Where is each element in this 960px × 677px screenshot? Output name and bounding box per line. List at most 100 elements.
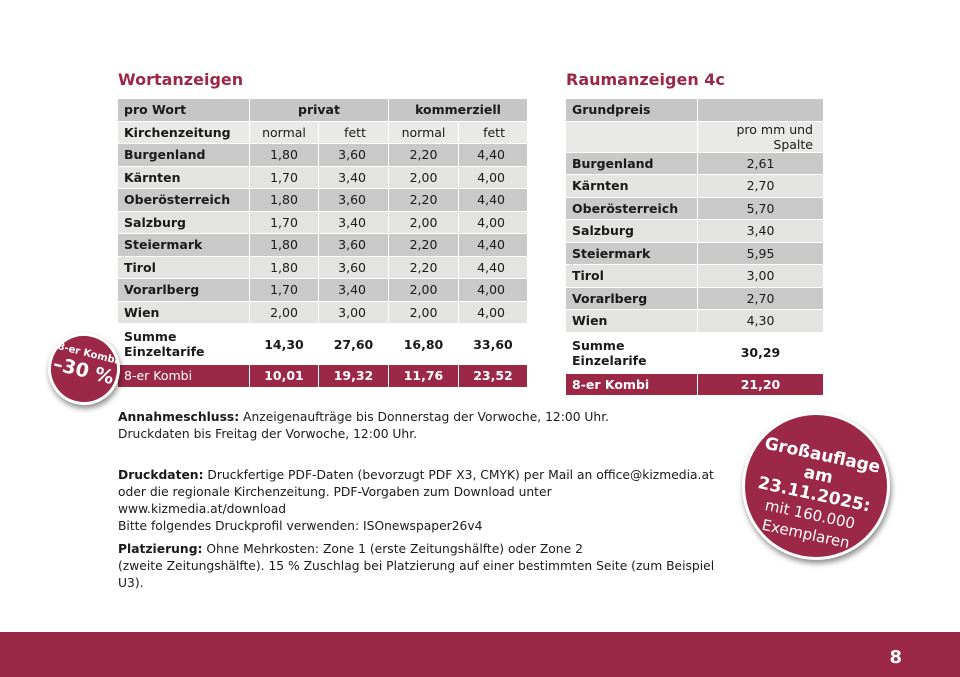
table-row: Kärnten 1,70 3,40 2,00 4,00 bbox=[118, 166, 527, 188]
table-row: Burgenland 1,80 3,60 2,20 4,40 bbox=[118, 144, 527, 166]
druckdaten-paragraph: Druckdaten: Druckfertige PDF-Daten (bevo… bbox=[118, 468, 714, 533]
table-cell: 4,00 bbox=[459, 166, 527, 188]
table-cell: 3,40 bbox=[319, 166, 388, 188]
table-cell: 3,00 bbox=[319, 301, 388, 323]
table-row: Steiermark 5,95 bbox=[566, 242, 823, 264]
table-row: Wien 4,30 bbox=[566, 310, 823, 332]
table-row: Salzburg 1,70 3,40 2,00 4,00 bbox=[118, 211, 527, 233]
table-row: Vorarlberg 2,70 bbox=[566, 287, 823, 309]
table-cell: 4,00 bbox=[459, 301, 527, 323]
subheader-cell bbox=[566, 121, 697, 152]
table-cell: Vorarlberg bbox=[566, 287, 697, 309]
table-cell: 2,20 bbox=[389, 234, 458, 256]
table-cell: 2,00 bbox=[389, 279, 458, 301]
kombi-cell: 19,32 bbox=[319, 365, 388, 387]
table-row: Burgenland 2,61 bbox=[566, 152, 823, 174]
table-cell: 3,40 bbox=[698, 220, 823, 242]
table-cell: 2,00 bbox=[389, 166, 458, 188]
table-row: Oberösterreich 5,70 bbox=[566, 197, 823, 219]
table-cell: Salzburg bbox=[118, 211, 249, 233]
raumanzeigen-title: Raumanzeigen 4c bbox=[566, 70, 725, 89]
sum-cell: 30,29 bbox=[698, 332, 823, 373]
wortanzeigen-table: pro Wort privat kommerziell Kirchenzeitu… bbox=[117, 98, 528, 388]
table-cell: 4,00 bbox=[459, 279, 527, 301]
table-cell: 4,00 bbox=[459, 211, 527, 233]
header-cell: privat bbox=[250, 99, 388, 121]
table-cell: 2,20 bbox=[389, 144, 458, 166]
table-cell: Wien bbox=[118, 301, 249, 323]
table-cell: 3,60 bbox=[319, 234, 388, 256]
subheader-cell: Kirchenzeitung bbox=[118, 121, 249, 143]
table-cell: 5,95 bbox=[698, 242, 823, 264]
table-cell: 3,60 bbox=[319, 144, 388, 166]
subheader-cell: pro mm und Spalte bbox=[698, 121, 823, 152]
table-cell: 1,70 bbox=[250, 211, 318, 233]
table-subheader-row: Kirchenzeitung normal fett normal fett bbox=[118, 121, 527, 143]
kombi-row: 8-er Kombi 21,20 bbox=[566, 373, 823, 395]
table-cell: 4,40 bbox=[459, 144, 527, 166]
header-cell: pro Wort bbox=[118, 99, 249, 121]
table-cell: Wien bbox=[566, 310, 697, 332]
table-cell: 2,00 bbox=[389, 211, 458, 233]
sum-cell: 16,80 bbox=[389, 324, 458, 364]
platzierung-paragraph: Platzierung: Ohne Mehrkosten: Zone 1 (er… bbox=[118, 542, 715, 590]
table-row: Steiermark 1,80 3,60 2,20 4,40 bbox=[118, 234, 527, 256]
sum-row: Summe Einzeltarife 14,30 27,60 16,80 33,6… bbox=[118, 324, 527, 364]
sum-row: Summe Einzelarife 30,29 bbox=[566, 332, 823, 373]
table-cell: Oberösterreich bbox=[566, 197, 697, 219]
table-cell: Burgenland bbox=[118, 144, 249, 166]
table-cell: 2,20 bbox=[389, 189, 458, 211]
sum-cell: 33,60 bbox=[459, 324, 527, 364]
table-cell: 3,40 bbox=[319, 279, 388, 301]
kombi-discount-badge: 8-er Kombi –30 % bbox=[40, 325, 128, 413]
table-row: Vorarlberg 1,70 3,40 2,00 4,00 bbox=[118, 279, 527, 301]
table-cell: Steiermark bbox=[566, 242, 697, 264]
subheader-cell: fett bbox=[319, 121, 388, 143]
kombi-cell: 11,76 bbox=[389, 365, 458, 387]
sum-label: Summe Einzelarife bbox=[566, 332, 697, 373]
wortanzeigen-title: Wortanzeigen bbox=[118, 70, 244, 89]
table-cell: 4,30 bbox=[698, 310, 823, 332]
kombi-cell: 23,52 bbox=[459, 365, 527, 387]
subheader-cell: fett bbox=[459, 121, 527, 143]
table-cell: 4,40 bbox=[459, 256, 527, 278]
table-cell: 2,20 bbox=[389, 256, 458, 278]
kombi-row: 8-er Kombi 10,01 19,32 11,76 23,52 bbox=[118, 365, 527, 387]
table-row: Wien 2,00 3,00 2,00 4,00 bbox=[118, 301, 527, 323]
table-cell: 3,60 bbox=[319, 189, 388, 211]
table-cell: 1,70 bbox=[250, 166, 318, 188]
table-row: Salzburg 3,40 bbox=[566, 220, 823, 242]
footer-bar: 8 bbox=[0, 632, 960, 677]
annahmeschluss-paragraph: Annahmeschluss: Anzeigenaufträge bis Don… bbox=[118, 410, 610, 441]
header-cell: Grundpreis bbox=[566, 99, 697, 121]
subheader-cell: normal bbox=[389, 121, 458, 143]
table-header-row: Grundpreis bbox=[566, 99, 823, 121]
table-cell: 4,40 bbox=[459, 234, 527, 256]
table-row: Oberösterreich 1,80 3,60 2,20 4,40 bbox=[118, 189, 527, 211]
table-row: Tirol 1,80 3,60 2,20 4,40 bbox=[118, 256, 527, 278]
raumanzeigen-table: Grundpreis pro mm und Spalte Burgenland 2… bbox=[565, 98, 824, 396]
kombi-cell: 8-er Kombi bbox=[566, 373, 697, 395]
sum-cell: 27,60 bbox=[319, 324, 388, 364]
subheader-cell: normal bbox=[250, 121, 318, 143]
table-cell: 2,70 bbox=[698, 175, 823, 197]
table-cell: 2,61 bbox=[698, 152, 823, 174]
table-cell: 1,80 bbox=[250, 256, 318, 278]
table-cell: 2,00 bbox=[250, 301, 318, 323]
table-cell: Tirol bbox=[118, 256, 249, 278]
table-cell: Burgenland bbox=[566, 152, 697, 174]
kombi-cell: 10,01 bbox=[250, 365, 318, 387]
table-cell: Vorarlberg bbox=[118, 279, 249, 301]
table-cell: 3,40 bbox=[319, 211, 388, 233]
table-cell: Oberösterreich bbox=[118, 189, 249, 211]
table-cell: 2,70 bbox=[698, 287, 823, 309]
table-header-row: pro Wort privat kommerziell bbox=[118, 99, 527, 121]
sum-label: Summe Einzeltarife bbox=[118, 324, 249, 364]
table-cell: 1,80 bbox=[250, 234, 318, 256]
table-cell: 1,80 bbox=[250, 144, 318, 166]
table-row: Tirol 3,00 bbox=[566, 265, 823, 287]
table-cell: 4,40 bbox=[459, 189, 527, 211]
table-cell: Salzburg bbox=[566, 220, 697, 242]
grossauflage-badge: Großauflage am 23.11.2025: mit 160.000 E… bbox=[728, 398, 904, 574]
kombi-cell: 8-er Kombi bbox=[118, 365, 249, 387]
